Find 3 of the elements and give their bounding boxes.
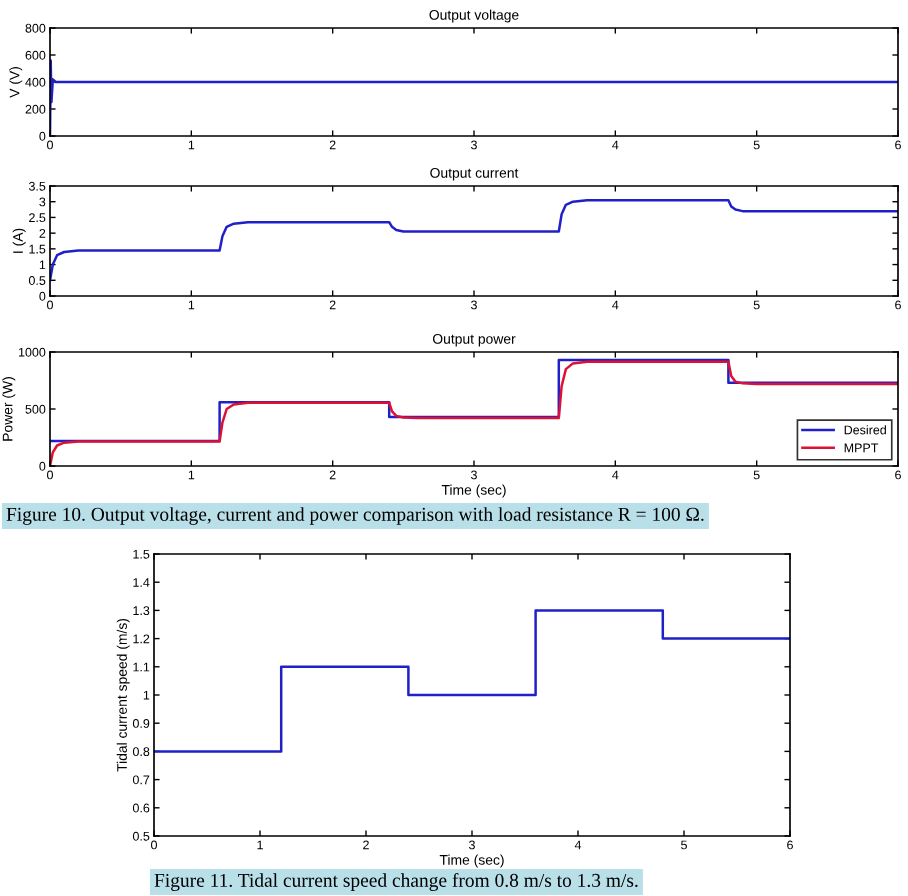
line-series (50, 198, 898, 282)
caption: Figure 11. Tidal current speed change from 0.8 m/s to 1.3 m/s. (154, 873, 638, 891)
caption: Figure 10. Output voltage, current and power comparison with load resistance R = 100 Ω. (6, 507, 704, 525)
